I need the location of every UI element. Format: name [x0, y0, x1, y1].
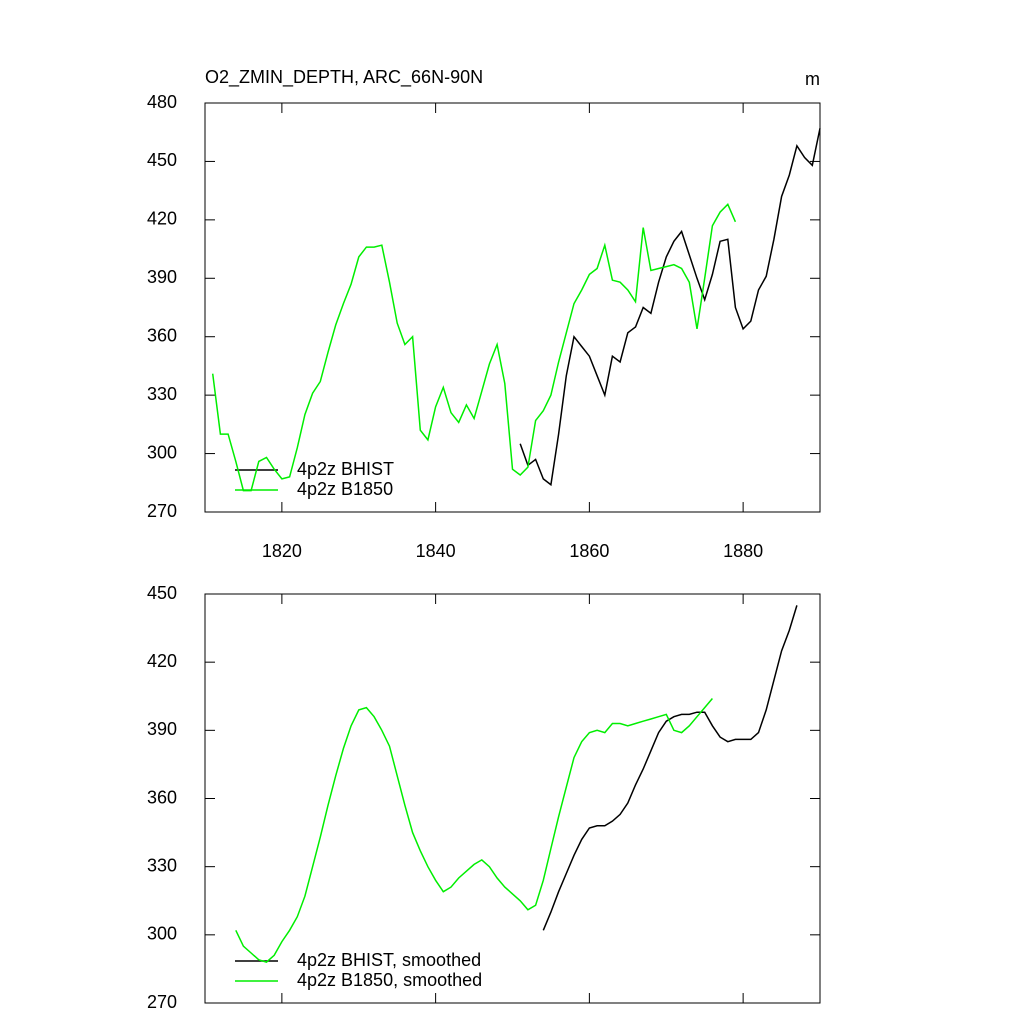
legend-label: 4p2z BHIST, smoothed	[297, 950, 481, 970]
legend-label: 4p2z B1850	[297, 479, 393, 499]
x-tick-label: 1840	[416, 541, 456, 561]
chart-title: O2_ZMIN_DEPTH, ARC_66N-90N	[205, 67, 483, 88]
y-tick-label: 300	[147, 442, 177, 462]
series-line	[211, 202, 737, 492]
y-tick-label: 450	[147, 150, 177, 170]
x-tick-label: 1820	[262, 541, 302, 561]
y-tick-label: 300	[147, 924, 177, 944]
y-tick-label: 360	[147, 325, 177, 345]
y-tick-label: 420	[147, 209, 177, 229]
series-line	[519, 128, 821, 487]
x-tick-label: 1860	[569, 541, 609, 561]
plot-frame	[204, 593, 821, 1004]
y-tick-label: 390	[147, 719, 177, 739]
y-tick-label: 360	[147, 787, 177, 807]
y-tick-label: 450	[147, 583, 177, 603]
series-line	[235, 698, 713, 963]
y-tick-label: 330	[147, 384, 177, 404]
y-tick-label: 270	[147, 992, 177, 1012]
units-label: m	[805, 69, 820, 89]
plot-frame	[204, 102, 821, 513]
y-tick-label: 480	[147, 92, 177, 112]
x-tick-label: 1880	[723, 541, 763, 561]
series-line	[542, 605, 798, 931]
y-tick-label: 270	[147, 501, 177, 521]
legend-label: 4p2z B1850, smoothed	[297, 970, 482, 990]
y-tick-label: 390	[147, 267, 177, 287]
y-tick-label: 420	[147, 651, 177, 671]
y-tick-label: 330	[147, 855, 177, 875]
legend-label: 4p2z BHIST	[297, 459, 394, 479]
